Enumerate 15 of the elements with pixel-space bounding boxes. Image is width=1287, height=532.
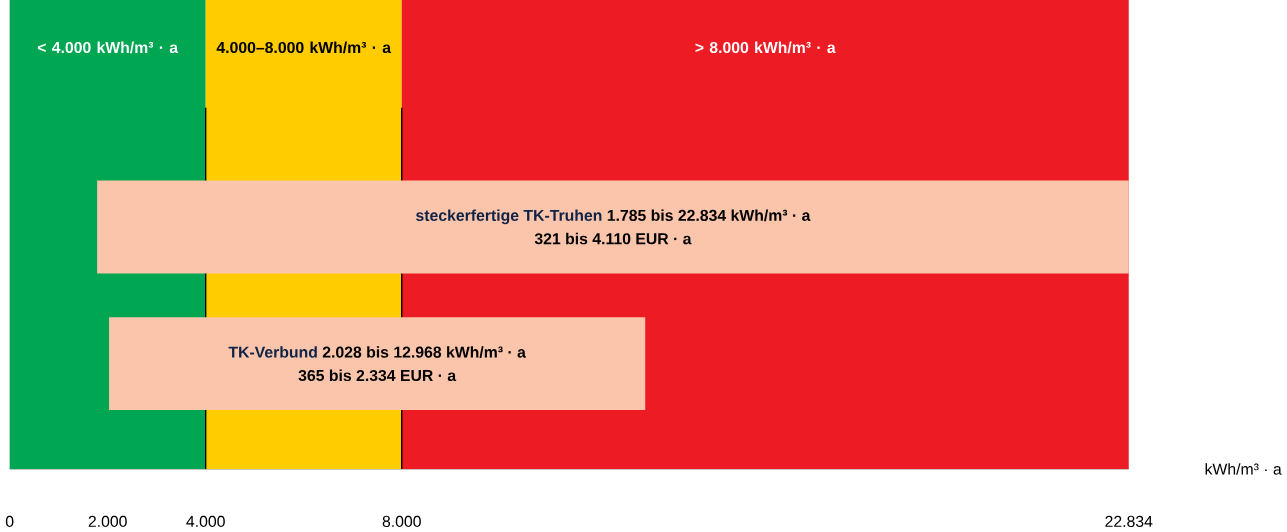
x-tick-label: 4.000: [186, 515, 225, 527]
x-axis-title: kWh/m³ · a: [1205, 463, 1282, 475]
band-label: > 8.000 kWh/m³ · a: [695, 41, 836, 54]
band-label: 4.000–8.000 kWh/m³ · a: [216, 41, 392, 54]
x-tick-label: 2.000: [88, 515, 127, 527]
band-label: < 4.000 kWh/m³ · a: [37, 41, 179, 54]
y-tick-label: TK-Verbund: [228, 346, 317, 358]
annotation: 2.028 bis 12.968 kWh/m³ · a: [322, 346, 526, 358]
x-tick-label: 8.000: [382, 515, 421, 527]
x-tick-label: 22.834: [1105, 515, 1153, 527]
annotation: 321 bis 4.110 EUR · a: [534, 232, 692, 245]
x-tick-label: 0: [5, 515, 14, 527]
y-tick-label: steckerfertige TK-Truhen: [416, 209, 602, 225]
annotation: 365 bis 2.334 EUR · a: [298, 369, 457, 381]
annotation: 1.785 bis 22.834 kWh/m³ · a: [607, 209, 811, 222]
